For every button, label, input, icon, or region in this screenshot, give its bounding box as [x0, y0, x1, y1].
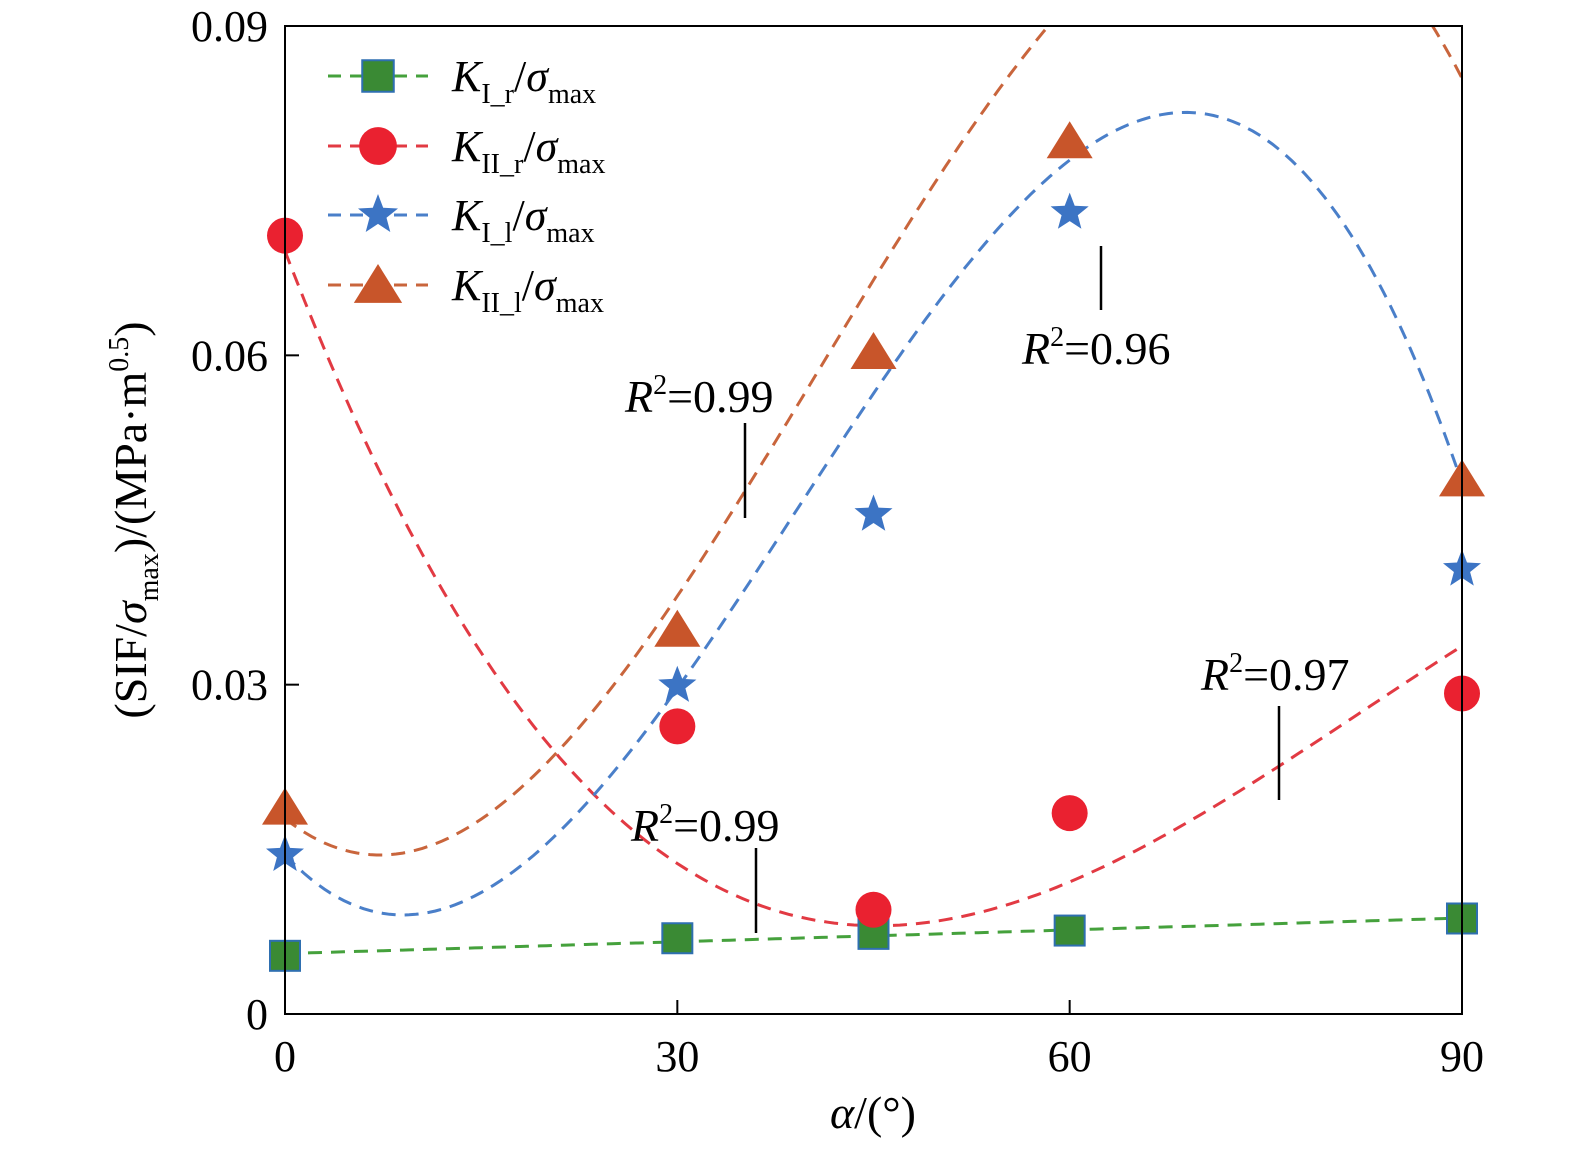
plot-frame	[284, 25, 1463, 1015]
x-axis-label: α/(°)	[830, 1087, 916, 1138]
r2-label-KI_l: R2=0.96	[1021, 322, 1171, 374]
legend-marker-KI_r	[361, 59, 395, 93]
y-tick-label: 0.06	[191, 331, 268, 380]
marker-KI_r-3	[1053, 914, 1086, 947]
x-tick-label: 30	[655, 1032, 699, 1081]
y-tick-label: 0.09	[191, 2, 268, 51]
legend-label-KII_r: KII_r/σmax	[451, 122, 606, 180]
legend-label-KI_r: KI_r/σmax	[451, 52, 596, 110]
marker-KII_l-2	[850, 332, 897, 370]
axis-ticks: 0 30 60 90 0 0.03 0.06 0.09	[191, 2, 1484, 1081]
marker-KI_l-3	[1050, 192, 1089, 229]
y-axis-label: (SIF/σmax)/(MPa·m0.5)	[104, 321, 165, 718]
marker-KII_l-3	[1046, 121, 1093, 159]
r2-label-KI_r: R2=0.99	[630, 799, 780, 851]
y-tick-label: 0.03	[191, 661, 268, 710]
legend-marker-KI_l	[358, 194, 398, 232]
legend-marker-KII_r	[359, 127, 397, 165]
fit-curve-KI_l	[285, 110, 1462, 917]
legend-marker-KII_l	[353, 264, 403, 303]
y-tick-label: 0	[246, 990, 268, 1039]
marker-KI_r-1	[661, 922, 694, 955]
legend: KI_r/σmax KII_r/σmax KI_l/σmax KII_l/σmax	[328, 52, 606, 319]
marker-KI_l-1	[658, 665, 697, 702]
legend-label-KII_l: KII_l/σmax	[451, 261, 604, 319]
legend-label-KI_l: KI_l/σmax	[451, 191, 595, 249]
x-tick-label: 90	[1440, 1032, 1484, 1081]
marker-KII_l-1	[654, 609, 701, 647]
marker-KII_r-3	[1051, 795, 1088, 832]
fit-curve-KII_l	[285, 26, 1462, 857]
r2-label-KII_r: R2=0.97	[1200, 648, 1350, 700]
x-tick-label: 60	[1048, 1032, 1092, 1081]
data-markers	[262, 121, 1485, 972]
fit-annotations: R2=0.99 R2=0.96 R2=0.97 R2=0.99	[624, 246, 1350, 933]
marker-KI_l-2	[854, 494, 893, 531]
axis-labels: α/(°) (SIF/σmax)/(MPa·m0.5)	[104, 321, 916, 1138]
marker-KII_r-1	[659, 708, 696, 745]
r2-label-KII_l: R2=0.99	[624, 370, 774, 422]
marker-KII_r-2	[855, 891, 892, 928]
x-tick-label: 0	[274, 1032, 296, 1081]
